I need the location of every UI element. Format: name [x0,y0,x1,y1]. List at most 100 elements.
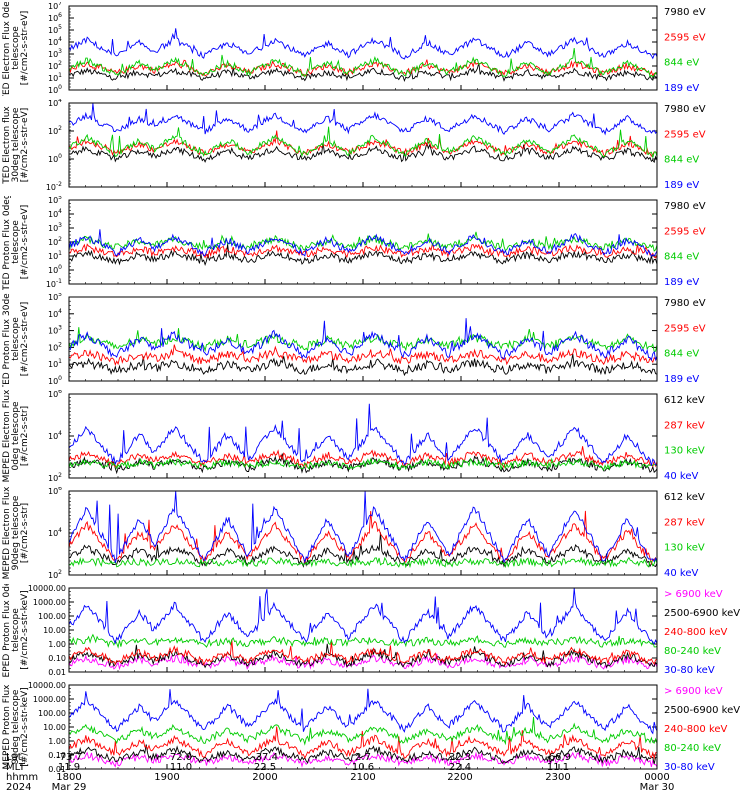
series-line-3 [68,726,658,760]
series-line-1 [68,62,657,83]
y-tick-label: 102 [48,60,62,71]
y-tick-label: 1.00 [48,640,66,649]
series-line-3 [68,639,658,666]
y-tick-label: 104 [48,527,62,538]
series-line-5 [68,587,658,645]
legend-entry: 189 eV [664,374,699,385]
flux-panel-1: TED Electron Flux 0degtelescope[#/cm2-s-… [2,2,706,96]
mlt-value: 11.0 [169,762,193,773]
legend-entry: 844 eV [664,349,699,360]
legend-entry: 2595 eV [664,226,706,237]
y-tick-label: 103 [48,48,62,59]
flux-panel-6: MEPED Electron Flux90deg telescope[#/cm2… [2,487,705,580]
y-tick-label: 10-2 [46,181,62,192]
y-tick-label: 104 [48,208,62,219]
date-value: Mar 30 [639,782,675,793]
series-line-2 [68,643,658,669]
y-tick-label: 105 [48,293,62,302]
y-tick-label: 1000.00 [33,598,66,607]
flux-panel-4: TED Proton Flux 30degtelescope[#/cm2-s-s… [2,293,706,387]
y-tick-label: 100.00 [38,709,66,718]
y-tick-label: 101 [48,358,62,369]
legend-entry: 7980 eV [664,201,706,212]
y-axis-label: MEPED Proton Flux 0degtelescope[#/cm2-s-… [2,584,30,678]
flux-panel-5: MEPED Electron Flux0deg telescope[#/cm2-… [2,390,705,483]
series-line-2 [68,243,658,259]
hhmm-row: hhmm 1800 1900 2000 2100 2200 2300 0000 [0,772,750,784]
lat-value: 32.3 [448,752,472,763]
series-line-4 [68,318,658,362]
legend-entry: 130 keV [664,543,705,554]
y-tick-label: 0.01 [48,668,66,677]
lat-row: Lat -73.7 72.0 -37.4 2.7 32.3 -66.9 [0,752,750,764]
legend-entry: 189 eV [664,83,699,94]
y-tick-label: 0.10 [48,751,66,760]
y-tick-label: 105 [48,24,62,35]
legend-entry: 30-80 keV [664,665,715,676]
series-line-1 [68,244,658,267]
hhmm-value: 1900 [154,772,180,783]
flux-panel-7: MEPED Proton Flux 0degtelescope[#/cm2-s-… [2,584,740,678]
legend-entry: 2595 eV [664,323,706,334]
mlt-value: 10.6 [351,762,375,773]
series-line-4 [68,490,658,564]
legend-entry: 2595 eV [664,32,706,43]
hhmm-value: 0000 [644,772,670,783]
y-tick-label: 100 [48,153,62,164]
y-tick-label: 10000.00 [28,584,66,593]
series-line-1 [68,653,658,671]
hhmm-value: 2200 [447,772,473,783]
y-axis-label: TED Proton Flux 30degtelescope[#/cm2-s-s… [2,293,30,387]
series-line-4 [68,633,658,649]
lat-value: -66.9 [545,752,571,763]
mlt-row: MLT 11.9 11.0 22.5 10.6 22.4 11.1 [0,762,750,774]
y-tick-label: 106 [48,487,62,496]
legend-entry: 612 keV [664,492,705,503]
hhmm-value: 2300 [545,772,571,783]
y-axis-label: TED Electron flux30deg telescope[#/cm2-s… [2,106,30,185]
mlt-value: 11.9 [57,762,81,773]
mlt-row-label: MLT [6,762,25,773]
y-axis-label: MEPED Proton Flux90deg telescope[#/cm2-s… [2,684,30,770]
flux-panel-8: MEPED Proton Flux90deg telescope[#/cm2-s… [2,681,740,774]
series-line-1 [68,354,658,377]
y-tick-label: 10.00 [43,723,66,732]
y-axis-label: TED Electron Flux 0degtelescope[#/cm2-s-… [2,2,30,96]
lat-value: -73.7 [56,752,82,763]
series-line-4 [68,28,658,60]
y-tick-label: 0.01 [48,765,66,774]
y-tick-label: 0.10 [48,654,66,663]
legend-entry: 2595 eV [664,129,706,140]
y-tick-label: 1000.00 [33,695,66,704]
legend-entry: 844 eV [664,252,699,263]
y-tick-label: 103 [48,325,62,336]
series-line-2 [68,446,658,469]
legend-entry: 612 keV [664,395,705,406]
y-tick-label: 100 [48,375,62,386]
series-line-2 [68,344,658,366]
series-line-4 [68,229,658,258]
flux-panel-3: TED Proton Flux 0degtelescope[#/cm2-s-st… [2,196,706,290]
date-value: Mar 29 [51,782,87,793]
y-tick-label: 1.00 [48,737,66,746]
y-tick-label: 102 [48,125,62,136]
mlt-value: 22.4 [448,762,472,773]
y-tick-label: 100.00 [38,612,66,621]
legend-entry: 240-800 keV [664,724,728,735]
flux-panel-2: TED Electron flux30deg telescope[#/cm2-s… [2,99,706,192]
legend-entry: 287 keV [664,517,705,528]
legend-entry: 40 keV [664,471,698,482]
legend-entry: 287 keV [664,420,705,431]
y-tick-label: 102 [48,569,62,580]
mlt-value: 11.1 [546,762,570,773]
series-line-4 [68,103,658,136]
mlt-value: 22.5 [253,762,277,773]
y-tick-label: 104 [48,99,62,108]
series-line-3 [68,48,658,78]
legend-entry: 130 keV [664,446,705,457]
series-line-2 [68,130,658,158]
y-tick-label: 101 [48,72,62,83]
legend-entry: 80-240 keV [664,743,721,754]
legend-entry: 40 keV [664,568,698,579]
y-tick-label: 102 [48,472,62,483]
